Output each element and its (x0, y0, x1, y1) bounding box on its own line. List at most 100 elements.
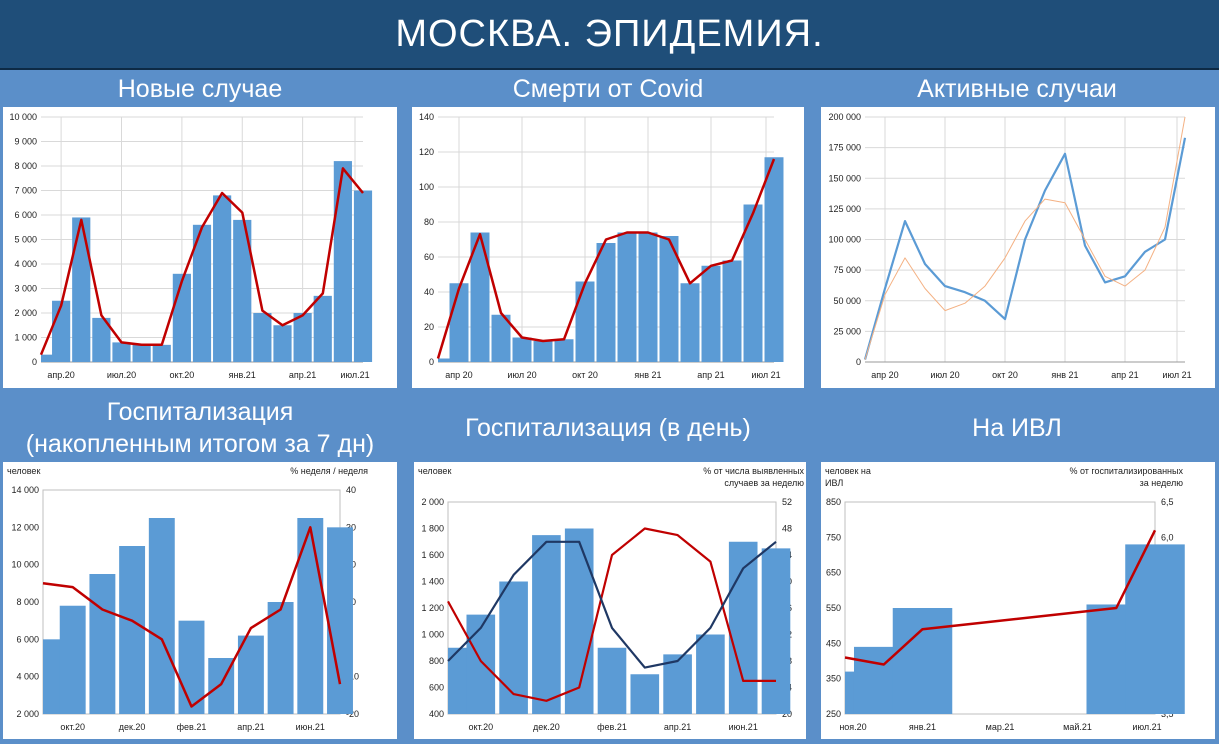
y-tick-label: 25 000 (833, 326, 861, 336)
chart-bar (132, 344, 151, 362)
y-tick-label: 250 (826, 709, 841, 719)
y-tick-label: 100 (419, 182, 434, 192)
y-tick-label: 150 000 (828, 173, 861, 183)
chart-bar (701, 265, 721, 362)
x-tick-label: июл.21 (1132, 722, 1161, 732)
y-tick-label: 2 000 (421, 497, 444, 507)
y-tick-label: 9 000 (14, 137, 37, 147)
x-tick-label: апр.21 (237, 722, 264, 732)
y-tick-label: 2 000 (14, 308, 37, 318)
x-tick-label: янв 21 (634, 370, 661, 380)
y-tick-label: 120 (419, 147, 434, 157)
y-tick-label: 0 (32, 357, 37, 367)
x-tick-label: июл.20 (107, 370, 136, 380)
chart-bar (533, 341, 553, 362)
chart-bar (743, 204, 763, 362)
x-tick-label: июл 20 (507, 370, 536, 380)
series-line (447, 540, 777, 669)
y-tick-label: 1 600 (421, 550, 444, 560)
chart-bar (333, 161, 352, 362)
x-tick-label: янв 21 (1051, 370, 1078, 380)
y-axis-label: человек (7, 466, 40, 476)
chart-bar (233, 219, 252, 362)
chart-bar (512, 337, 532, 362)
x-tick-label: дек.20 (533, 722, 560, 732)
chart-bar (59, 605, 86, 714)
series-line (447, 527, 776, 702)
chart-bar (72, 217, 91, 362)
chart-bar (532, 535, 561, 714)
x-tick-label: июл 21 (1162, 370, 1191, 380)
y-tick-label: 60 (424, 252, 434, 262)
x-tick-label: апр.21 (289, 370, 316, 380)
y-tick-label: 650 (826, 568, 841, 578)
x-tick-label: июл 21 (751, 370, 780, 380)
chart-bar (764, 157, 784, 362)
chart-bar (89, 574, 116, 714)
y-tick-label: 12 000 (11, 522, 39, 532)
y-tick-label: 5 000 (14, 235, 37, 245)
y2-axis-label: % неделя / неделя (290, 466, 368, 476)
y2-tick-label: 30 (346, 522, 356, 532)
y-tick-label: 450 (826, 638, 841, 648)
x-tick-label: июн.21 (296, 722, 325, 732)
y-tick-label: 7 000 (14, 186, 37, 196)
y-tick-label: 600 (429, 683, 444, 693)
y2-axis-label: % от госпитализированных (1070, 466, 1184, 476)
chart-title-new-cases: Новые случае (117, 75, 283, 103)
x-tick-label: апр.20 (47, 370, 74, 380)
chart-bar (722, 260, 742, 362)
y2-axis-label: % от числа выявленных (703, 466, 804, 476)
y-tick-label: 850 (826, 497, 841, 507)
chart-bar (617, 232, 637, 362)
y-tick-label: 0 (856, 357, 861, 367)
y-axis-label: ИВЛ (825, 478, 843, 488)
series-line (844, 529, 1157, 666)
chart-bar (630, 674, 660, 714)
x-tick-label: июн.21 (729, 722, 758, 732)
chart-bar (152, 344, 171, 362)
chart-bar (499, 581, 528, 714)
x-tick-label: окт.20 (170, 370, 195, 380)
chart-bar (761, 548, 791, 714)
y-tick-label: 800 (429, 656, 444, 666)
chart-bar (52, 300, 71, 362)
chart-bar (680, 283, 700, 362)
x-tick-label: янв.21 (229, 370, 256, 380)
x-tick-label: янв.21 (909, 722, 936, 732)
y2-tick-label: 48 (782, 524, 792, 534)
y-tick-label: 6 000 (14, 210, 37, 220)
chart-bar (297, 518, 324, 714)
y-tick-label: 550 (826, 603, 841, 613)
x-tick-label: апр 20 (871, 370, 898, 380)
y-tick-label: 50 000 (833, 296, 861, 306)
y-tick-label: 10 000 (11, 560, 39, 570)
x-tick-label: июл.21 (340, 370, 369, 380)
y-tick-label: 200 000 (828, 112, 861, 122)
chart-bar (663, 654, 692, 714)
y-tick-label: 4 000 (16, 672, 39, 682)
y-tick-label: 80 (424, 217, 434, 227)
chart-title-hospital-daily: Госпитализация (в день) (465, 414, 751, 442)
y-tick-label: 1 200 (421, 603, 444, 613)
y-tick-label: 14 000 (11, 485, 39, 495)
y-tick-label: 350 (826, 674, 841, 684)
y2-tick-label: 6,0 (1161, 532, 1174, 542)
y-axis-label: человек на (825, 466, 871, 476)
y2-tick-label: 52 (782, 497, 792, 507)
chart-bar (638, 232, 658, 362)
y2-tick-label: 6,5 (1161, 497, 1174, 507)
series-line (39, 167, 364, 356)
y-tick-label: 400 (429, 709, 444, 719)
y-tick-label: 20 (424, 322, 434, 332)
x-tick-label: окт 20 (572, 370, 598, 380)
chart-bar (466, 614, 496, 714)
y-tick-label: 1 000 (14, 333, 37, 343)
y-tick-label: 175 000 (828, 143, 861, 153)
chart-bar (313, 295, 332, 362)
series-line (436, 158, 776, 359)
x-tick-label: окт.20 (60, 722, 85, 732)
chart-bar (293, 313, 312, 362)
chart-bar (554, 339, 574, 362)
